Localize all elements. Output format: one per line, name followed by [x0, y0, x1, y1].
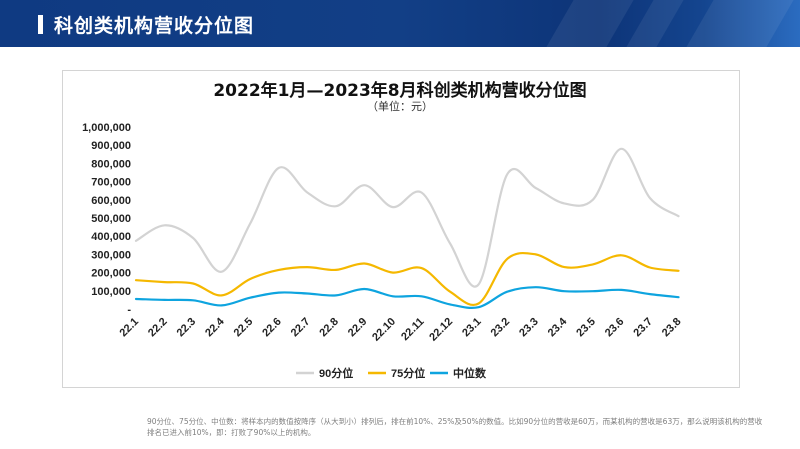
- y-tick-label: 100,000: [91, 286, 131, 298]
- x-tick-label: 23.7: [631, 316, 655, 340]
- y-tick-label: 700,000: [91, 177, 131, 189]
- x-tick-label: 23.5: [574, 316, 598, 340]
- x-tick-label: 23.6: [603, 316, 627, 340]
- x-tick-label: 22.7: [289, 316, 313, 340]
- x-tick-label: 23.8: [660, 316, 684, 340]
- x-tick-label: 22.6: [260, 316, 284, 340]
- series-line-1: [134, 147, 680, 288]
- chart-subtitle: （单位：元）: [367, 100, 433, 113]
- x-tick-label: 22.4: [203, 315, 227, 339]
- chart-frame: [62, 70, 740, 388]
- series-line-3: [134, 286, 680, 310]
- x-tick-label: 22.9: [346, 316, 370, 340]
- page-title: 科创类机构营收分位图: [54, 15, 255, 37]
- chart-title: 2022年1月—2023年8月科创类机构营收分位图: [213, 81, 587, 101]
- x-tick-label: 22.2: [146, 316, 170, 340]
- legend-label: 75分位: [391, 366, 425, 380]
- legend-label: 中位数: [453, 366, 487, 380]
- y-tick-label: 600,000: [91, 195, 131, 207]
- y-tick-label: 400,000: [91, 231, 131, 243]
- y-tick-label: -: [127, 304, 131, 316]
- y-tick-label: 900,000: [91, 140, 131, 152]
- y-tick-label: 300,000: [91, 249, 131, 261]
- x-tick-label: 23.2: [489, 316, 513, 340]
- y-tick-label: 200,000: [91, 268, 131, 280]
- y-tick-label: 800,000: [91, 158, 131, 170]
- x-tick-label: 22.12: [427, 316, 455, 344]
- x-tick-label: 22.5: [232, 316, 256, 340]
- page-header: 科创类机构营收分位图: [0, 0, 800, 47]
- header-bar-icon: [38, 15, 43, 34]
- footnote: 90分位、75分位、中位数：将样本内的数值按降序（从大到小）排列后，排在前10%…: [147, 417, 763, 437]
- legend-label: 90分位: [319, 366, 353, 380]
- x-tick-label: 22.3: [175, 316, 199, 340]
- x-tick-label: 22.1: [117, 316, 141, 340]
- y-tick-label: 1,000,000: [82, 122, 131, 134]
- x-tick-label: 22.10: [370, 316, 398, 344]
- x-tick-label: 22.8: [317, 316, 341, 340]
- x-tick-label: 23.4: [546, 315, 570, 339]
- x-tick-label: 23.3: [517, 316, 541, 340]
- y-tick-label: 500,000: [91, 213, 131, 225]
- x-tick-label: 23.1: [460, 316, 484, 340]
- series-line-2: [134, 251, 680, 306]
- x-tick-label: 22.11: [399, 316, 427, 344]
